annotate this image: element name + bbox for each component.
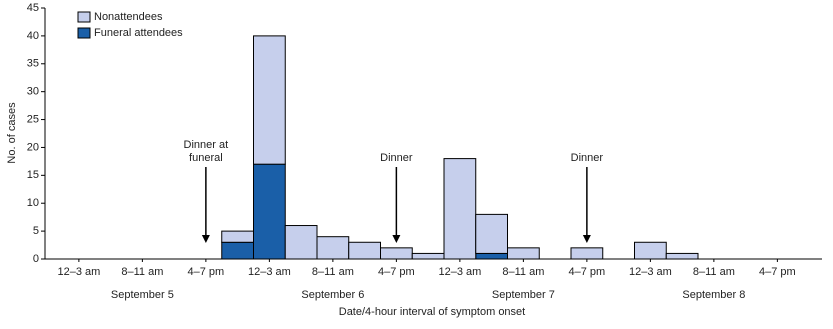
- legend-swatch: [77, 27, 91, 39]
- bar: [253, 163, 286, 260]
- bar: [380, 247, 413, 260]
- bar: [475, 252, 508, 260]
- legend-swatch: [77, 11, 91, 23]
- y-tick-label: 15: [27, 169, 39, 181]
- annotation-arrowhead: [582, 235, 591, 243]
- x-tick-label: 8–11 am: [502, 266, 544, 278]
- y-tick-label: 25: [27, 113, 39, 125]
- y-tick-label: 20: [27, 141, 39, 153]
- day-label: September 5: [111, 289, 174, 301]
- y-tick-label: 45: [27, 2, 39, 14]
- x-tick-label: 8–11 am: [693, 266, 735, 278]
- x-axis-title: Date/4-hour interval of symptom onset: [339, 306, 525, 318]
- y-tick-label: 35: [27, 58, 39, 70]
- bar: [634, 241, 667, 260]
- bar: [221, 230, 254, 243]
- legend-label: Funeral attendees: [94, 27, 183, 39]
- x-tick-label: 8–11 am: [312, 266, 354, 278]
- annotation-arrowhead: [201, 235, 210, 243]
- x-tick-label: 12–3 am: [248, 266, 291, 278]
- x-tick-label: 4–7 pm: [569, 266, 606, 278]
- day-label: September 7: [492, 289, 555, 301]
- y-tick-label: 0: [33, 253, 39, 265]
- bar: [316, 236, 350, 260]
- bar: [443, 158, 477, 260]
- x-tick-label: 12–3 am: [57, 266, 100, 278]
- annotation-text: Dinner at: [184, 139, 229, 151]
- day-label: September 8: [682, 289, 745, 301]
- y-tick-label: 30: [27, 86, 39, 98]
- x-tick-label: 4–7 pm: [378, 266, 415, 278]
- annotation-text: funeral: [189, 152, 223, 164]
- annotation-arrowhead: [392, 235, 401, 243]
- x-tick-label: 4–7 pm: [188, 266, 225, 278]
- x-tick-label: 12–3 am: [438, 266, 481, 278]
- bar: [348, 241, 381, 260]
- annotation-text: Dinner: [380, 152, 413, 164]
- bar: [570, 247, 604, 260]
- y-tick-label: 10: [27, 197, 39, 209]
- bar: [507, 247, 540, 260]
- bar: [253, 35, 286, 165]
- bar: [411, 252, 445, 260]
- x-tick-label: 8–11 am: [121, 266, 163, 278]
- y-tick-label: 5: [33, 225, 39, 237]
- annotation-text: Dinner: [571, 152, 604, 164]
- y-axis-title: No. of cases: [6, 102, 18, 164]
- y-tick-label: 40: [27, 30, 39, 42]
- x-tick-label: 12–3 am: [629, 266, 672, 278]
- bar: [475, 213, 508, 254]
- x-tick-label: 4–7 pm: [759, 266, 796, 278]
- bar: [221, 241, 254, 260]
- day-label: September 6: [301, 289, 364, 301]
- bar: [284, 225, 318, 260]
- legend-label: Nonattendees: [94, 11, 163, 23]
- bar: [665, 252, 699, 260]
